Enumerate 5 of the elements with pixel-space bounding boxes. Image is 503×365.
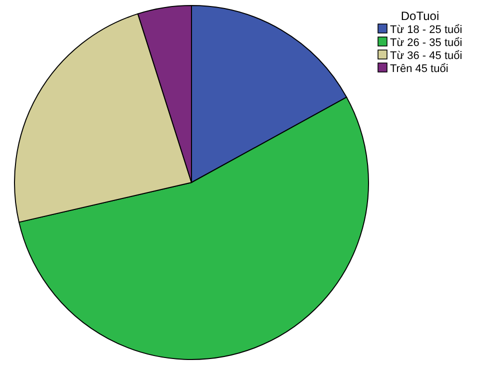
legend-label: Từ 26 - 35 tuổi [390,37,462,49]
legend-label: Từ 36 - 45 tuổi [390,50,462,62]
legend-label: Từ 18 - 25 tuổi [390,24,462,36]
legend-title: DoTuoi [400,9,440,23]
legend-label: Trên 45 tuổi [390,63,448,75]
